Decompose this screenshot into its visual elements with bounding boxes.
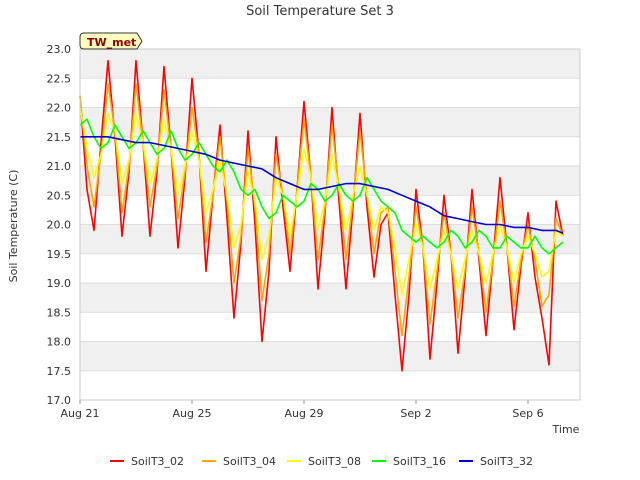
y-axis-label: Soil Temperature (C) xyxy=(7,170,20,283)
legend-label-SoilT3_32: SoilT3_32 xyxy=(480,455,533,468)
legend: SoilT3_02 SoilT3_04 SoilT3_08 SoilT3_16 Soil… xyxy=(110,455,533,468)
series-line-SoilT3_08 xyxy=(79,107,564,296)
grid-band xyxy=(80,283,580,313)
x-tick-label: Aug 25 xyxy=(173,407,212,420)
legend-label-SoilT3_02: SoilT3_02 xyxy=(131,455,184,468)
x-tick-label: Sep 6 xyxy=(512,407,543,420)
x-tick-label: Aug 21 xyxy=(61,407,100,420)
x-axis-label: Time xyxy=(552,423,580,436)
y-tick-label: 17.5 xyxy=(47,365,72,378)
y-tick-label: 19.0 xyxy=(47,277,72,290)
station-badge: TW_met xyxy=(79,32,143,50)
y-axis: 17.0 17.5 18.0 18.5 19.0 19.5 20.0 20.5 21.0 21.5… xyxy=(47,43,72,407)
y-tick-label: 18.0 xyxy=(47,336,72,349)
grid-band xyxy=(80,49,580,79)
legend-label-SoilT3_16: SoilT3_16 xyxy=(393,455,446,468)
chart-title: Soil Temperature Set 3 xyxy=(246,4,394,19)
y-tick-label: 18.5 xyxy=(47,306,72,319)
station-badge-label: TW_met xyxy=(87,36,136,49)
plot-series xyxy=(79,59,564,372)
y-tick-label: 23.0 xyxy=(47,43,72,56)
y-tick-label: 19.5 xyxy=(47,248,72,261)
series-line-SoilT3_32 xyxy=(80,136,564,235)
x-tick-label: Aug 29 xyxy=(285,407,324,420)
plot-frame xyxy=(79,48,581,401)
grid-band xyxy=(80,341,580,371)
y-tick-label: 22.0 xyxy=(47,102,72,115)
legend-label-SoilT3_04: SoilT3_04 xyxy=(223,455,276,468)
x-tick-label: Sep 2 xyxy=(400,407,431,420)
y-tick-label: 17.0 xyxy=(47,394,72,407)
legend-label-SoilT3_08: SoilT3_08 xyxy=(308,455,361,468)
series-line-SoilT3_16 xyxy=(79,118,564,255)
y-tick-label: 20.5 xyxy=(47,189,72,202)
y-tick-label: 20.0 xyxy=(47,219,72,232)
y-tick-label: 21.5 xyxy=(47,131,72,144)
x-axis: Aug 21 Aug 25 Aug 29 Sep 2 Sep 6 xyxy=(61,400,544,420)
series-line-SoilT3_04 xyxy=(79,83,564,337)
y-tick-label: 21.0 xyxy=(47,160,72,173)
y-tick-label: 22.5 xyxy=(47,72,72,85)
